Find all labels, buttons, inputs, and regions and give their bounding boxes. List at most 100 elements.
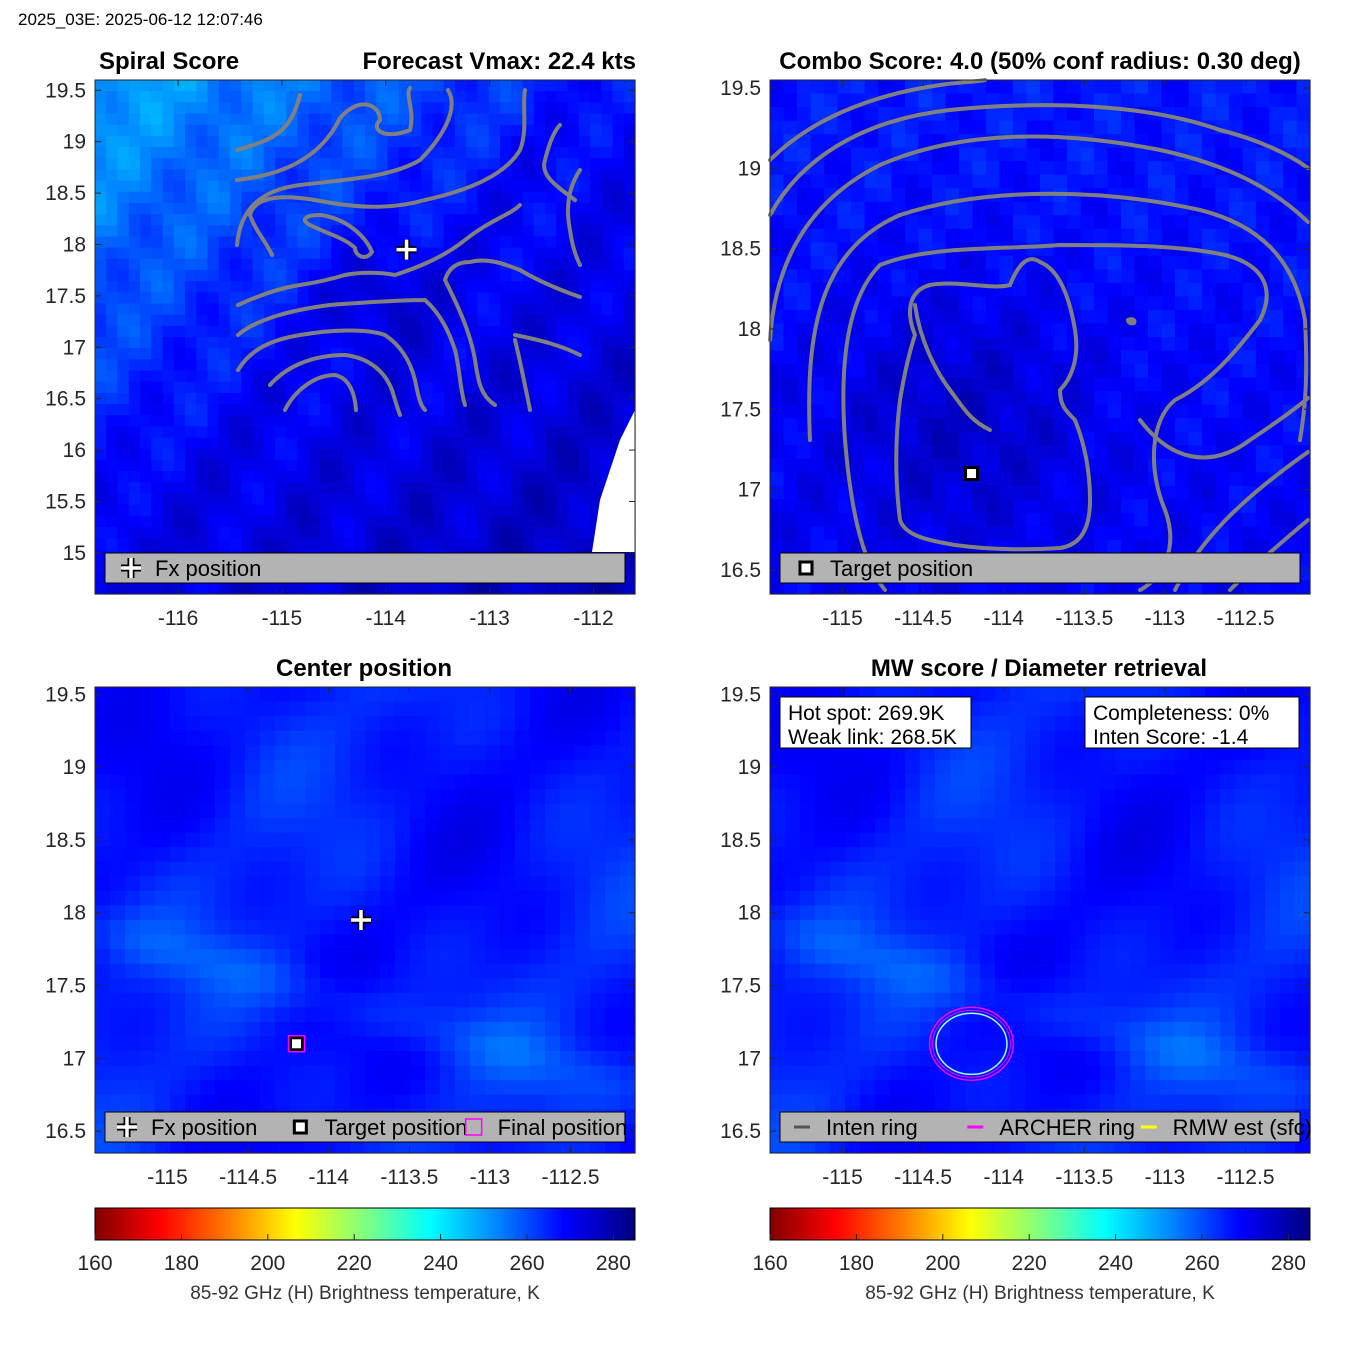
heatmap-cell (331, 202, 344, 215)
heatmap-cell (1161, 120, 1176, 135)
heatmap-cell (365, 370, 377, 383)
heatmap-cell (1121, 364, 1136, 379)
y-tick-label: 17 (63, 336, 86, 359)
heatmap-cell (1215, 391, 1230, 406)
heatmap-cell (353, 337, 366, 349)
heatmap-cell (837, 539, 852, 555)
heatmap-cell (797, 188, 812, 203)
heatmap-cell (1242, 147, 1257, 162)
heatmap-cell (320, 415, 332, 427)
heatmap-cell (770, 120, 785, 135)
heatmap-cell (342, 169, 355, 182)
heatmap-cell (959, 120, 974, 135)
heatmap-cell (1013, 418, 1028, 433)
heatmap-cell (623, 325, 636, 338)
heatmap-cell (185, 949, 201, 965)
heatmap-cell (1053, 580, 1068, 595)
heatmap-cell (117, 482, 130, 495)
heatmap-cell (95, 236, 107, 249)
heatmap-cell (207, 80, 220, 92)
heatmap-cell (218, 325, 231, 338)
heatmap-cell (185, 1036, 201, 1052)
heatmap-cell (1121, 120, 1136, 135)
heatmap-cell (1296, 107, 1311, 122)
heatmap-cell (1013, 323, 1028, 338)
heatmap-cell (810, 201, 825, 216)
heatmap-cell (851, 458, 866, 473)
heatmap-cell (95, 314, 107, 327)
heatmap-cell (530, 701, 546, 717)
heatmap-cell (891, 296, 906, 311)
heatmap-cell (797, 539, 812, 555)
heatmap-cell (173, 426, 186, 439)
heatmap-cell (851, 418, 866, 433)
heatmap-cell (440, 876, 456, 892)
heatmap-cell (1067, 377, 1082, 392)
heatmap-cell (443, 337, 456, 349)
heatmap-cell (170, 934, 186, 950)
heatmap-cell (770, 337, 785, 352)
heatmap-cell (1242, 242, 1257, 257)
heatmap-cell (380, 920, 396, 936)
heatmap-cell (128, 236, 141, 249)
heatmap-cell (440, 949, 456, 965)
heatmap-cell (1202, 215, 1217, 230)
heatmap-cell (117, 80, 130, 92)
heatmap-cell (342, 482, 355, 495)
heatmap-cell (263, 526, 276, 539)
heatmap-cell (421, 381, 434, 394)
heatmap-cell (567, 214, 580, 226)
heatmap-cell (263, 303, 276, 316)
heatmap-cell (1283, 309, 1298, 325)
heatmap-cell (1026, 512, 1041, 527)
heatmap-cell (185, 158, 197, 170)
heatmap-cell (128, 426, 141, 439)
heatmap-cell (556, 526, 569, 539)
heatmap-cell (218, 113, 231, 126)
heatmap-cell (500, 818, 516, 834)
heatmap-cell (260, 687, 276, 703)
heatmap-cell (864, 580, 879, 595)
heatmap-cell (151, 269, 164, 282)
heatmap-cell (1188, 485, 1203, 500)
heatmap-cell (511, 247, 524, 260)
heatmap-cell (783, 364, 798, 379)
heatmap-cell (1013, 391, 1028, 406)
heatmap-cell (290, 1021, 306, 1038)
heatmap-cell (241, 102, 254, 115)
heatmap-cell (275, 759, 291, 775)
heatmap-cell (425, 1036, 441, 1052)
heatmap-cell (601, 426, 614, 439)
heatmap-cell (1013, 526, 1028, 541)
heatmap-cell (511, 381, 524, 394)
heatmap-cell (578, 225, 591, 238)
heatmap-cell (151, 124, 164, 137)
heatmap-cell (1256, 255, 1271, 270)
heatmap-cell (810, 282, 825, 298)
heatmap-cell (95, 571, 107, 584)
heatmap-cell (286, 314, 299, 327)
heatmap-cell (350, 876, 366, 892)
heatmap-cell (308, 236, 321, 249)
heatmap-cell (376, 180, 389, 193)
heatmap-cell (605, 861, 621, 877)
heatmap-cell (1229, 404, 1244, 419)
heatmap-cell (545, 359, 557, 372)
heatmap-cell (477, 80, 490, 92)
heatmap-cell (810, 107, 825, 122)
heatmap-cell (1053, 228, 1068, 243)
heatmap-cell (1215, 485, 1230, 500)
heatmap-cell (410, 1007, 426, 1023)
heatmap-cell (530, 774, 546, 790)
heatmap-cell (1080, 93, 1095, 108)
heatmap-cell (241, 370, 254, 383)
heatmap-cell (395, 1007, 411, 1023)
heatmap-cell (308, 459, 321, 472)
heatmap-cell (488, 158, 501, 170)
heatmap-cell (140, 582, 152, 595)
heatmap-cell (335, 774, 351, 790)
heatmap-cell (1175, 472, 1190, 487)
heatmap-cell (485, 818, 501, 834)
heatmap-cell (297, 314, 310, 327)
heatmap-cell (797, 445, 812, 460)
